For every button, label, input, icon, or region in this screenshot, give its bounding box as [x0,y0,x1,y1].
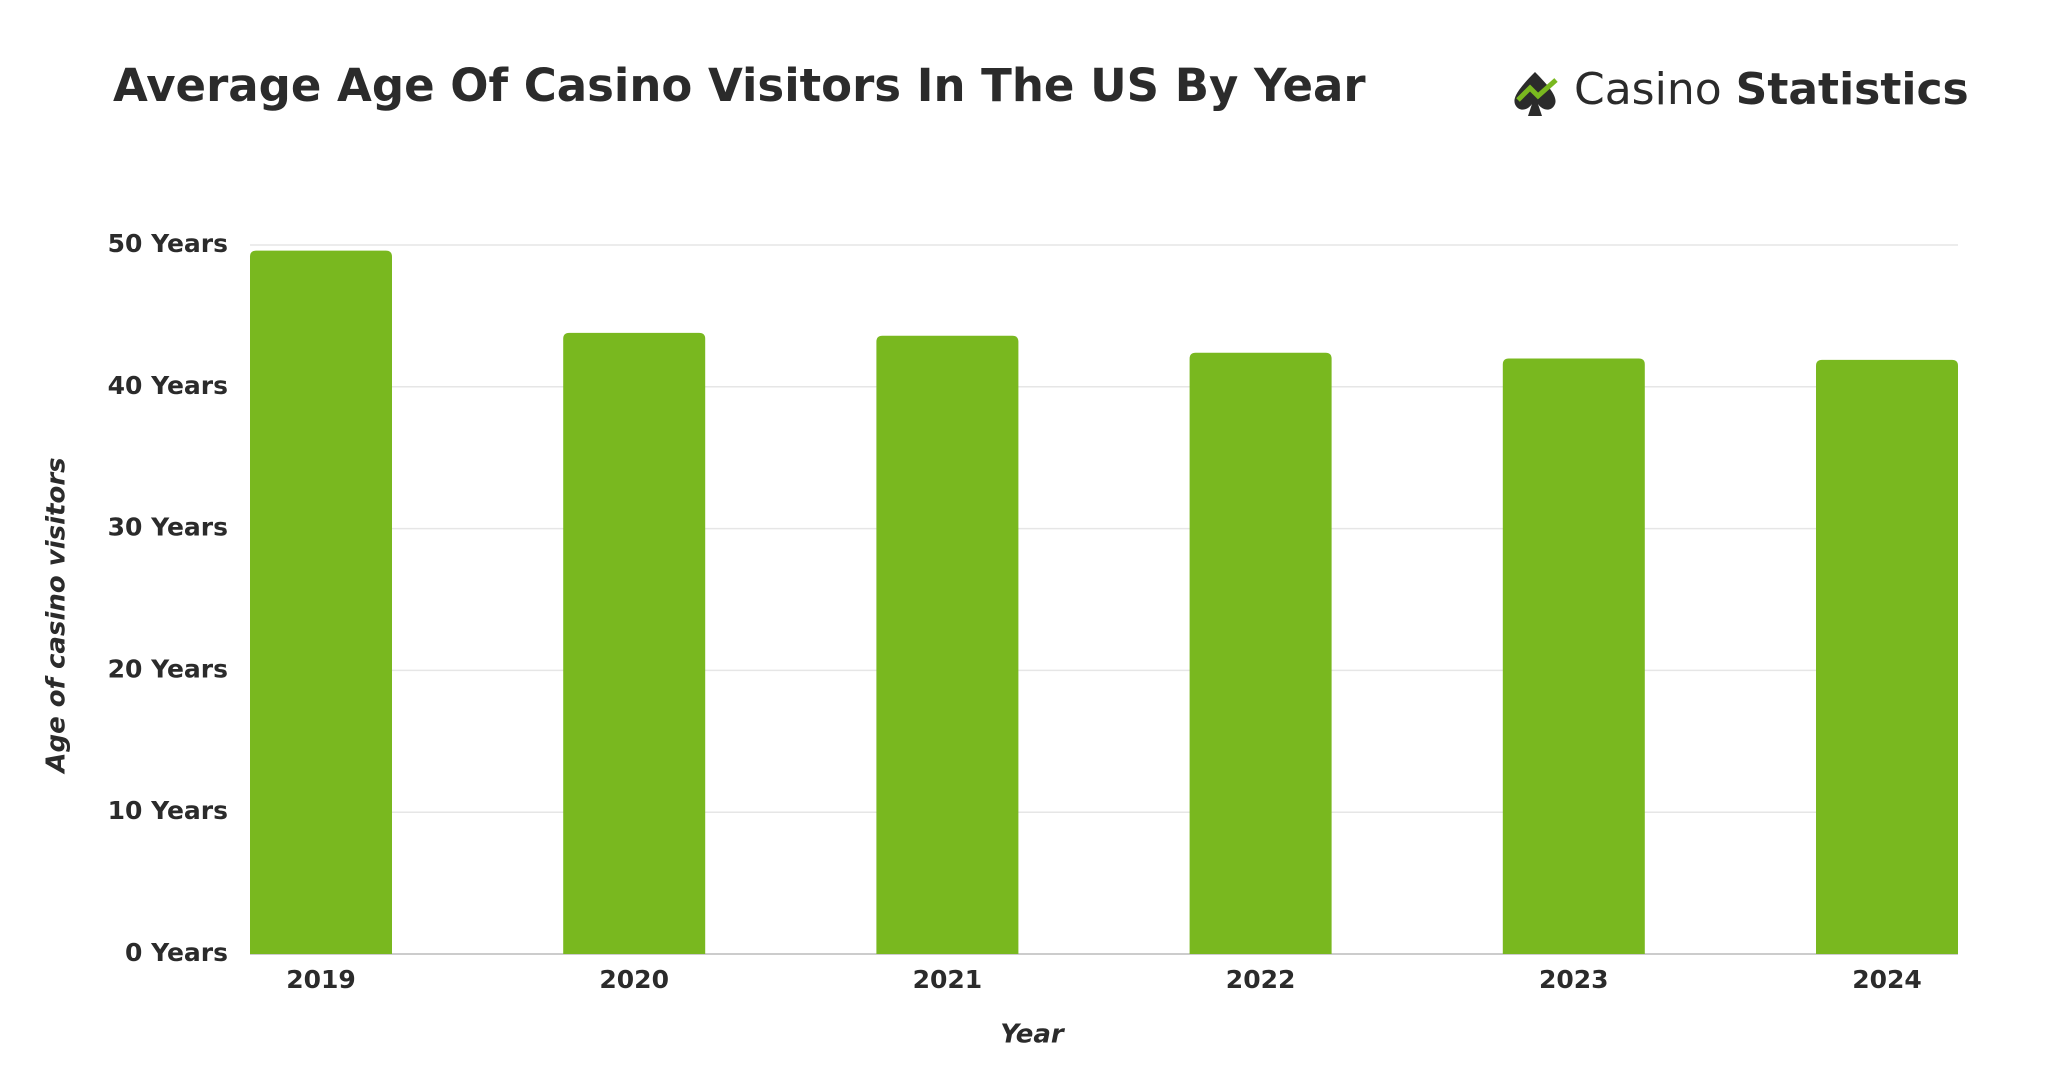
x-tick-label: 2024 [1852,965,1922,994]
bar [563,332,706,954]
chart-title: Average Age Of Casino Visitors In The US… [113,59,1366,112]
bar [1189,352,1332,954]
logo-icon-line [1516,78,1558,102]
bar [1502,358,1645,954]
y-tick-label: 30 Years [108,513,228,542]
logo-text: Casino Statistics [1574,64,1969,115]
x-axis-label: Year [1000,1020,1066,1050]
x-tick-label: 2021 [913,965,983,994]
bar [876,335,1019,954]
logo-bold: Statistics [1736,64,1969,115]
x-tick-label: 2019 [286,965,356,994]
y-axis-label: Age of casino visitors [42,457,72,774]
y-tick-label: 10 Years [108,796,228,825]
logo: Casino Statistics [1514,64,1969,116]
x-tick-label: 2023 [1539,965,1609,994]
x-tick-label: 2022 [1226,965,1296,994]
logo-light: Casino [1574,64,1722,115]
bar [1816,359,1958,954]
bar [250,250,392,954]
y-tick-label: 20 Years [108,654,228,683]
y-tick-label: 0 Years [125,938,228,967]
y-tick-label: 40 Years [108,371,228,400]
y-tick-label: 50 Years [108,229,228,258]
x-tick-label: 2020 [599,965,669,994]
